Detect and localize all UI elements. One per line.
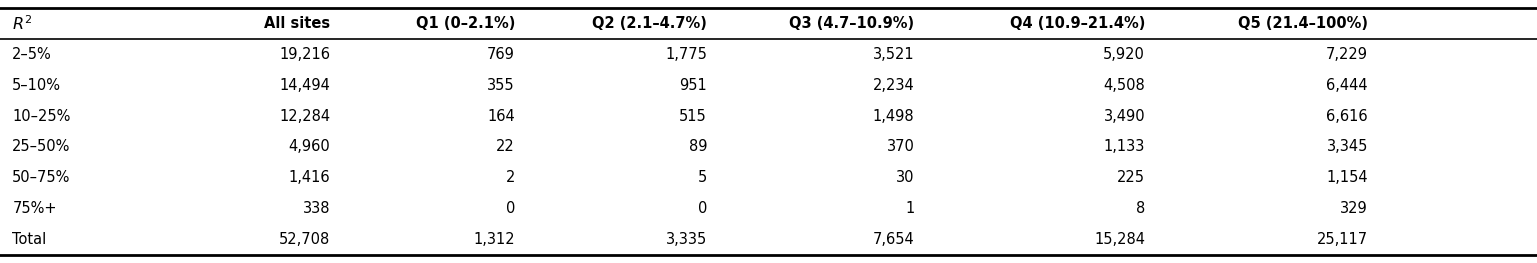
Text: 5,920: 5,920 (1104, 47, 1145, 62)
Text: 8: 8 (1136, 201, 1145, 216)
Text: 164: 164 (487, 109, 515, 124)
Text: 50–75%: 50–75% (12, 170, 71, 185)
Text: 25–50%: 25–50% (12, 139, 71, 154)
Text: 2: 2 (506, 170, 515, 185)
Text: 1,416: 1,416 (289, 170, 330, 185)
Text: 25,117: 25,117 (1317, 232, 1368, 247)
Text: $\mathit{R}^2$: $\mathit{R}^2$ (12, 14, 32, 33)
Text: 6,616: 6,616 (1326, 109, 1368, 124)
Text: 52,708: 52,708 (280, 232, 330, 247)
Text: 75%+: 75%+ (12, 201, 57, 216)
Text: 89: 89 (689, 139, 707, 154)
Text: All sites: All sites (264, 16, 330, 31)
Text: 1,154: 1,154 (1326, 170, 1368, 185)
Text: 7,654: 7,654 (873, 232, 915, 247)
Text: 15,284: 15,284 (1094, 232, 1145, 247)
Text: 3,521: 3,521 (873, 47, 915, 62)
Text: Q4 (10.9–21.4%): Q4 (10.9–21.4%) (1010, 16, 1145, 31)
Text: 355: 355 (487, 78, 515, 93)
Text: 4,960: 4,960 (289, 139, 330, 154)
Text: 1,133: 1,133 (1104, 139, 1145, 154)
Text: 3,345: 3,345 (1326, 139, 1368, 154)
Text: 338: 338 (303, 201, 330, 216)
Text: Q3 (4.7–10.9%): Q3 (4.7–10.9%) (790, 16, 915, 31)
Text: 769: 769 (487, 47, 515, 62)
Text: 370: 370 (887, 139, 915, 154)
Text: 22: 22 (496, 139, 515, 154)
Text: 19,216: 19,216 (280, 47, 330, 62)
Text: 3,490: 3,490 (1104, 109, 1145, 124)
Text: 1: 1 (905, 201, 915, 216)
Text: 5: 5 (698, 170, 707, 185)
Text: 4,508: 4,508 (1104, 78, 1145, 93)
Text: Q2 (2.1–4.7%): Q2 (2.1–4.7%) (592, 16, 707, 31)
Text: 0: 0 (506, 201, 515, 216)
Text: 1,498: 1,498 (873, 109, 915, 124)
Text: 515: 515 (679, 109, 707, 124)
Text: 2–5%: 2–5% (12, 47, 52, 62)
Text: 1,312: 1,312 (473, 232, 515, 247)
Text: 951: 951 (679, 78, 707, 93)
Text: Q5 (21.4–100%): Q5 (21.4–100%) (1237, 16, 1368, 31)
Text: 329: 329 (1340, 201, 1368, 216)
Text: 10–25%: 10–25% (12, 109, 71, 124)
Text: 30: 30 (896, 170, 915, 185)
Text: 0: 0 (698, 201, 707, 216)
Text: 3,335: 3,335 (666, 232, 707, 247)
Text: 14,494: 14,494 (280, 78, 330, 93)
Text: Total: Total (12, 232, 46, 247)
Text: 12,284: 12,284 (280, 109, 330, 124)
Text: Q1 (0–2.1%): Q1 (0–2.1%) (415, 16, 515, 31)
Text: 225: 225 (1117, 170, 1145, 185)
Text: 7,229: 7,229 (1326, 47, 1368, 62)
Text: 2,234: 2,234 (873, 78, 915, 93)
Text: 6,444: 6,444 (1326, 78, 1368, 93)
Text: 5–10%: 5–10% (12, 78, 61, 93)
Text: 1,775: 1,775 (666, 47, 707, 62)
